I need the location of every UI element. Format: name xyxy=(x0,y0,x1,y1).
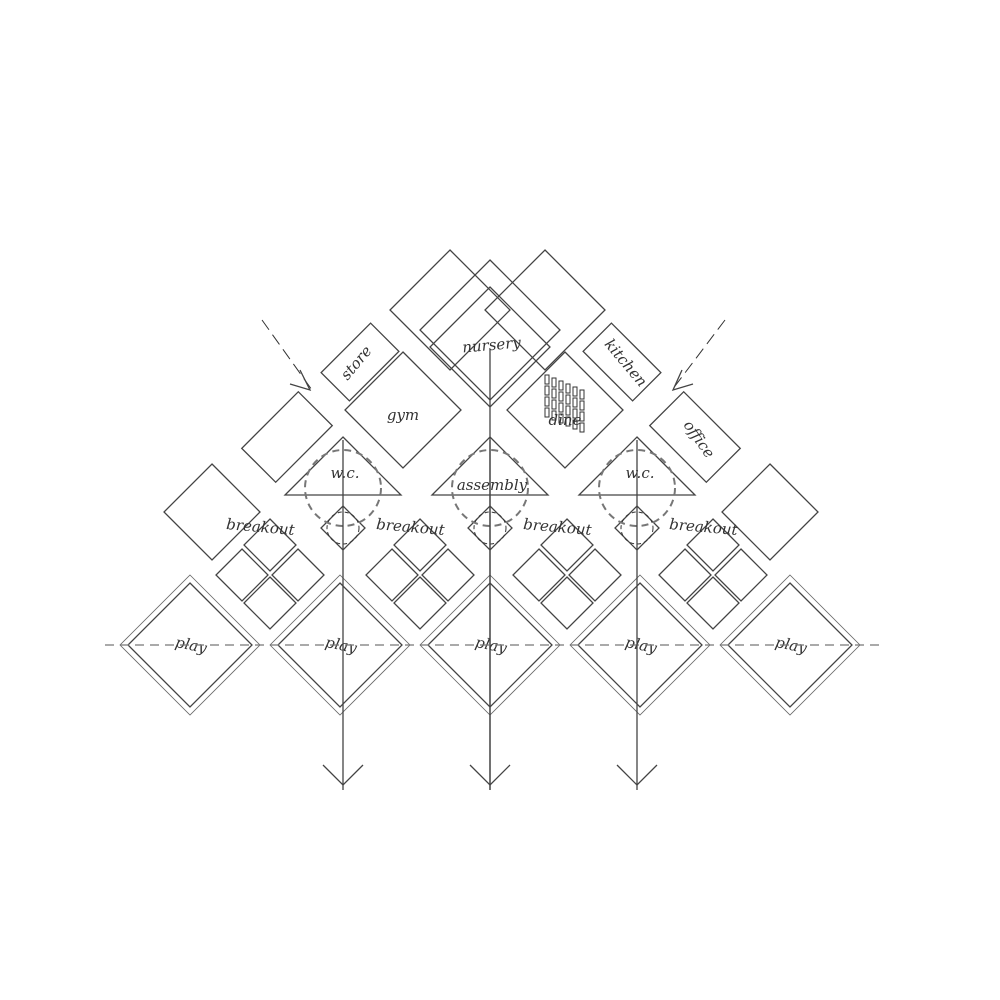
table-icon xyxy=(544,396,550,407)
store-label: store xyxy=(337,342,376,383)
classroom-pod xyxy=(658,548,712,602)
table-icon xyxy=(572,419,578,430)
classroom-pod xyxy=(540,576,594,630)
classroom-pod xyxy=(215,548,269,602)
store-zone xyxy=(320,322,400,402)
arrow-down-icon xyxy=(469,764,511,786)
play-frame xyxy=(719,574,861,716)
table-icon xyxy=(572,397,578,408)
arrow-down-icon xyxy=(322,764,364,786)
classroom-pod xyxy=(271,548,325,602)
table-icon xyxy=(558,402,564,413)
play-zone xyxy=(577,582,703,708)
dashed-circle xyxy=(304,449,382,527)
table-icon xyxy=(558,380,564,391)
breakout-zone xyxy=(540,518,594,572)
table-icon xyxy=(565,383,571,394)
outline-frame xyxy=(389,249,511,371)
dining-zone xyxy=(506,351,624,469)
wc-right-label: w.c. xyxy=(626,464,655,482)
breakout-label: breakout xyxy=(226,515,297,539)
dining-label: dine xyxy=(549,411,582,429)
outline-frame xyxy=(163,463,261,561)
classroom-pod xyxy=(421,548,475,602)
assembly-label: assembly xyxy=(457,476,528,494)
breakout-zone xyxy=(393,518,447,572)
kitchen-label: kitchen xyxy=(601,335,651,390)
breakout-label: breakout xyxy=(376,515,447,539)
entry-line-left xyxy=(261,319,313,391)
classroom-pod xyxy=(568,548,622,602)
table-icon xyxy=(558,413,564,424)
table-icon xyxy=(579,422,585,433)
entry-line-right xyxy=(671,319,726,391)
table-icon xyxy=(579,411,585,422)
table-icon xyxy=(565,416,571,427)
office-label: office xyxy=(680,417,719,462)
table-icon xyxy=(572,408,578,419)
table-icon xyxy=(551,377,557,388)
kitchen-zone xyxy=(582,322,662,402)
office-zone xyxy=(648,390,742,484)
breakout-label: breakout xyxy=(523,515,594,539)
nursery-label: nursery xyxy=(462,333,523,356)
classroom-pod xyxy=(365,548,419,602)
play-frame xyxy=(569,574,711,716)
outline-frame xyxy=(721,463,819,561)
table-icon xyxy=(544,407,550,418)
table-icon xyxy=(565,394,571,405)
classroom-pod xyxy=(686,576,740,630)
table-icon xyxy=(565,405,571,416)
table-icon xyxy=(579,389,585,400)
table-icon xyxy=(544,374,550,385)
play-frame xyxy=(119,574,261,716)
play-zone xyxy=(727,582,853,708)
arrow-icon xyxy=(671,369,694,392)
table-icon xyxy=(551,410,557,421)
breakout-label: breakout xyxy=(669,515,740,539)
classroom-pod xyxy=(714,548,768,602)
outline-frame xyxy=(484,249,606,371)
table-icon xyxy=(579,400,585,411)
play-zone xyxy=(127,582,253,708)
wc-left-label: w.c. xyxy=(331,464,360,482)
arrow-icon xyxy=(289,369,312,392)
dashed-circle xyxy=(598,449,676,527)
dashed-circle xyxy=(451,449,529,527)
classroom-pod xyxy=(512,548,566,602)
breakout-zone xyxy=(686,518,740,572)
table-icon xyxy=(558,391,564,402)
play-frame xyxy=(269,574,411,716)
gym-label: gym xyxy=(387,406,419,424)
table-icon xyxy=(551,388,557,399)
office-block-left xyxy=(240,390,334,484)
classroom-pod xyxy=(393,576,447,630)
gym-zone xyxy=(344,351,462,469)
breakout-zone xyxy=(243,518,297,572)
table-icon xyxy=(572,386,578,397)
arrow-down-icon xyxy=(616,764,658,786)
table-icon xyxy=(544,385,550,396)
table-icon xyxy=(551,399,557,410)
play-zone xyxy=(277,582,403,708)
classroom-pod xyxy=(243,576,297,630)
